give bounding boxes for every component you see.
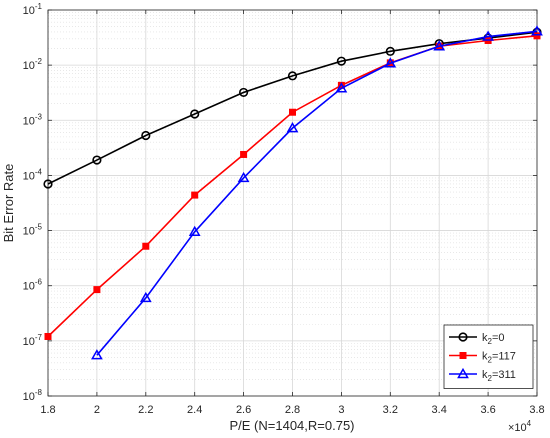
x-tick-label: 2.8 [285, 404, 300, 416]
x-exponent-base: ×10 [508, 422, 527, 434]
y-tick-base: 10 [23, 281, 35, 293]
axis-labels: P/E (N=1404,R=0.75) Bit Error Rate ×104 [1, 164, 532, 434]
x-exponent-label: ×104 [508, 419, 532, 434]
legend-label-subscript: 2 [488, 337, 493, 346]
x-tick-label: 3.4 [432, 404, 447, 416]
x-axis-label: P/E (N=1404,R=0.75) [229, 418, 354, 433]
y-tick-exponent: -1 [35, 2, 43, 11]
data-point [286, 122, 299, 133]
legend-entry: k2=311 [482, 369, 516, 383]
y-axis-label: Bit Error Rate [1, 164, 16, 243]
legend-label-main: k [482, 351, 488, 363]
data-point [44, 332, 52, 340]
data-point [190, 109, 200, 119]
y-tick-exponent: -2 [35, 57, 43, 66]
x-exponent-power: 4 [527, 419, 532, 428]
legend-swatch-marker [458, 332, 468, 342]
legend-label-subscript: 2 [488, 374, 493, 383]
legend-label-main: k [482, 332, 488, 344]
y-tick-base: 10 [23, 60, 35, 72]
x-tick-label: 3.6 [480, 404, 495, 416]
data-point [336, 56, 347, 66]
x-tick-label: 1.8 [40, 404, 55, 416]
data-point [384, 57, 397, 68]
x-tick-label: 2.2 [138, 404, 153, 416]
y-tick-label: 10-5 [23, 223, 43, 238]
data-point [287, 71, 298, 81]
x-tick-label: 3.8 [529, 404, 544, 416]
y-tick-exponent: -8 [35, 388, 43, 397]
data-point [433, 40, 446, 51]
x-tick-label: 2.6 [236, 404, 251, 416]
legend-label-rest: =117 [492, 351, 516, 363]
legend-label-rest: =0 [492, 332, 505, 344]
data-point [385, 46, 395, 56]
y-tick-label: 10-6 [23, 278, 43, 293]
grid [47, 9, 538, 397]
data-point [93, 286, 101, 294]
y-tick-label: 10-3 [23, 112, 43, 127]
series-line [47, 31, 538, 185]
data-point [92, 155, 102, 165]
y-tick-exponent: -5 [35, 223, 43, 232]
data-point [240, 150, 248, 158]
y-tick-exponent: -6 [35, 278, 43, 287]
series-0 [43, 27, 542, 189]
series-group [43, 25, 543, 360]
data-point [239, 87, 249, 98]
y-tick-label: 10-2 [23, 57, 43, 72]
y-tick-base: 10 [23, 5, 35, 17]
y-tick-base: 10 [23, 391, 35, 403]
y-tick-exponent: -7 [35, 333, 43, 342]
y-tick-exponent: -3 [35, 112, 43, 121]
legend-entry: k2=117 [482, 351, 516, 365]
data-point [139, 291, 152, 303]
data-point [188, 225, 201, 236]
data-point [91, 349, 103, 360]
y-tick-label: 10-1 [23, 2, 43, 17]
legend-swatch-marker [459, 352, 467, 359]
data-point [533, 32, 541, 40]
y-tick-label: 10-4 [23, 167, 43, 182]
data-point [335, 82, 348, 93]
axes: 1.8 2 2.2 2.4 2.6 2.8 3 3.2 3.4 3.6 3.810-810-710-… [23, 2, 545, 416]
data-point [141, 130, 151, 141]
x-tick-label: 2.4 [187, 404, 202, 416]
data-point [289, 108, 296, 116]
data-point [43, 179, 53, 189]
y-tick-base: 10 [23, 226, 35, 238]
y-tick-base: 10 [23, 336, 35, 348]
series-2 [91, 25, 543, 360]
data-point [237, 171, 250, 183]
y-tick-base: 10 [23, 170, 35, 182]
legend-entry: k2=0 [482, 332, 505, 346]
data-point [531, 25, 543, 36]
y-tick-label: 10-7 [23, 333, 43, 348]
data-point [482, 30, 494, 41]
series-line [96, 30, 538, 356]
legend-label-main: k [482, 369, 488, 381]
x-tick-label: 3 [338, 404, 344, 416]
legend-swatch-marker [457, 367, 469, 379]
x-tick-label: 2 [94, 404, 100, 416]
data-point [191, 191, 199, 199]
legend-label-rest: =311 [492, 369, 516, 381]
legend-label-subscript: 2 [488, 356, 493, 365]
y-tick-label: 10-8 [23, 388, 43, 403]
x-tick-label: 3.2 [383, 404, 398, 416]
y-tick-exponent: -4 [35, 167, 43, 176]
data-point [142, 242, 150, 250]
y-tick-base: 10 [23, 115, 35, 127]
